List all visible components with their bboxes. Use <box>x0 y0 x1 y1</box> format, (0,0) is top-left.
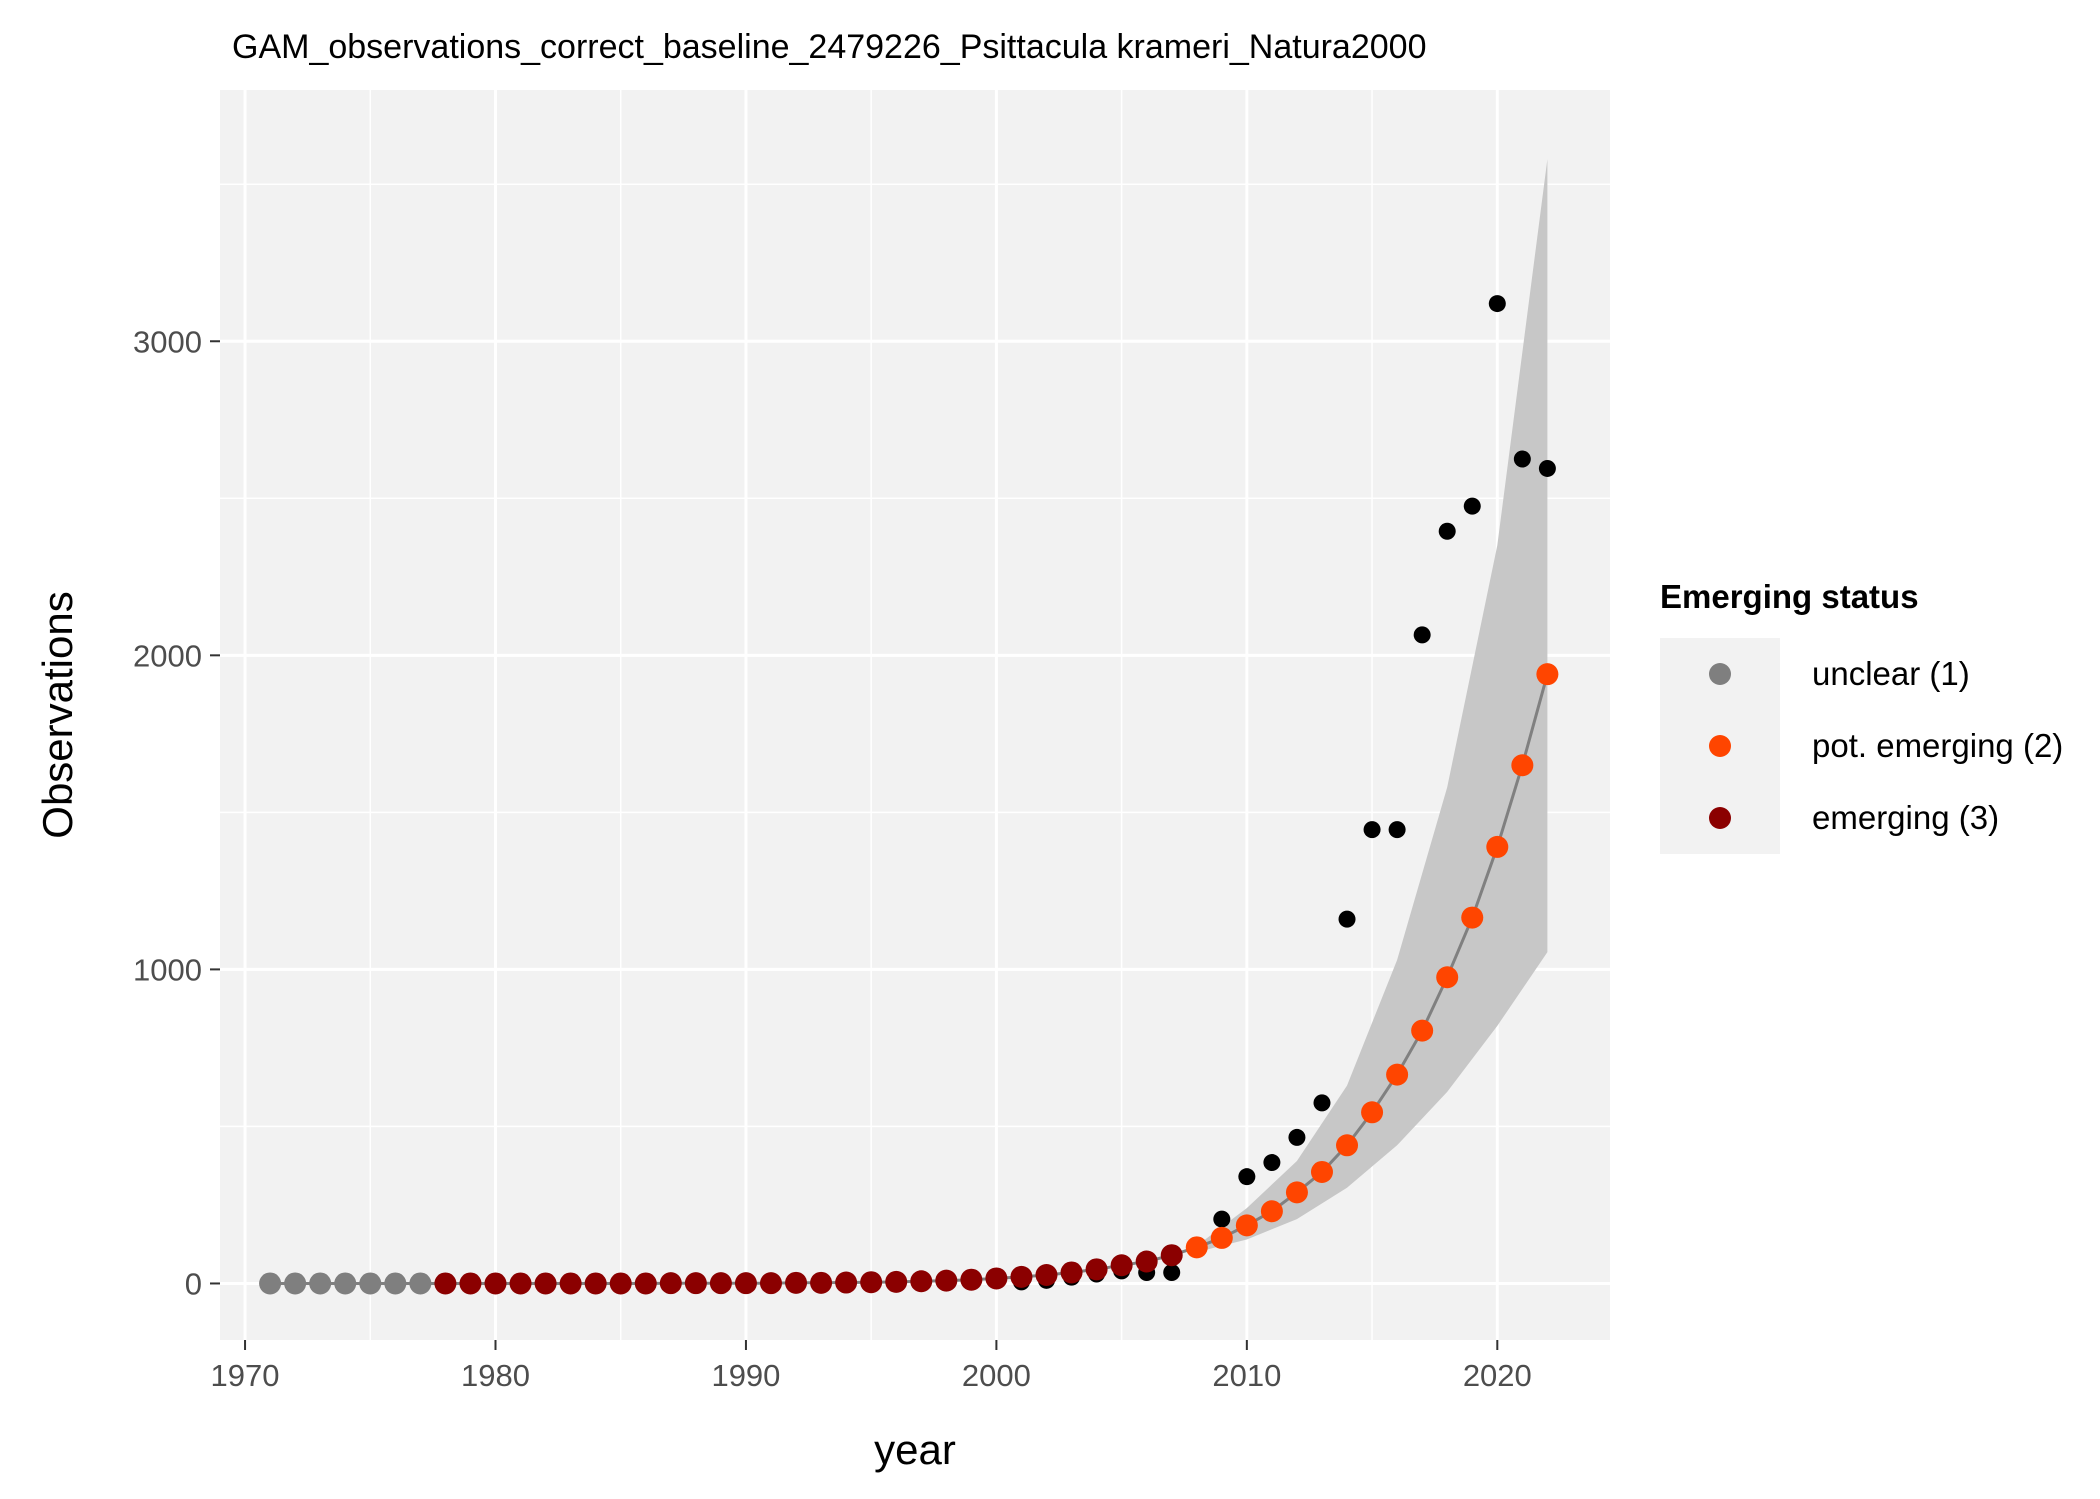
fitted-point <box>985 1267 1008 1290</box>
observed-point <box>1163 1263 1181 1281</box>
legend-entries: unclear (1) pot. emerging (2) emerging (3) <box>1709 655 2063 836</box>
fitted-point <box>1010 1265 1033 1288</box>
legend-key-dot <box>1709 735 1731 757</box>
observed-point <box>1263 1154 1281 1172</box>
fitted-point <box>559 1272 582 1295</box>
observed-point <box>1238 1168 1256 1186</box>
y-axis-label: Observations <box>34 591 81 838</box>
fitted-point <box>1110 1254 1133 1277</box>
x-axis: 1970 1980 1990 2000 2010 2020 <box>211 1340 1532 1393</box>
fitted-point <box>484 1272 507 1295</box>
y-axis: 0 1000 2000 3000 <box>133 324 220 1301</box>
fitted-point <box>1336 1134 1359 1157</box>
legend-label: emerging (3) <box>1812 799 1999 836</box>
fitted-point <box>509 1272 532 1295</box>
x-tick-label: 2010 <box>1212 1358 1281 1393</box>
legend-key-dot <box>1709 663 1731 685</box>
fitted-point <box>1060 1261 1083 1284</box>
fitted-point <box>1411 1019 1434 1042</box>
x-tick-label: 1970 <box>211 1358 280 1393</box>
observed-point <box>1438 522 1456 540</box>
fitted-point <box>1160 1244 1183 1267</box>
fitted-point <box>459 1272 482 1295</box>
fitted-point <box>860 1271 883 1294</box>
grid-minor <box>220 90 1610 1340</box>
observed-point <box>1413 626 1431 644</box>
fitted-line <box>270 673 1549 1285</box>
fitted-point <box>434 1272 457 1295</box>
plot-panel <box>220 90 1610 1340</box>
legend: Emerging status unclear (1) pot. emerging… <box>1660 578 2063 854</box>
observed-point <box>1288 1128 1306 1146</box>
fitted-point <box>1260 1200 1283 1223</box>
fitted-point <box>1536 663 1559 686</box>
fitted-point <box>810 1271 833 1294</box>
fitted-point <box>259 1272 282 1295</box>
fitted-point <box>1235 1214 1258 1237</box>
fitted-point <box>1085 1258 1108 1281</box>
fitted-point <box>284 1272 307 1295</box>
grid-major <box>220 90 1610 1340</box>
fitted-point <box>309 1272 332 1295</box>
fitted-point <box>759 1272 782 1295</box>
fitted-point <box>409 1272 432 1295</box>
y-tick-label: 3000 <box>133 324 202 359</box>
fitted-point <box>1210 1226 1233 1249</box>
y-tick-label: 2000 <box>133 638 202 673</box>
x-tick-label: 2020 <box>1463 1358 1532 1393</box>
y-tick-label: 0 <box>185 1266 202 1301</box>
fitted-point <box>659 1272 682 1295</box>
fitted-points <box>259 663 1559 1295</box>
fitted-point <box>334 1272 357 1295</box>
fitted-point <box>910 1270 933 1293</box>
observed-point <box>1513 450 1531 468</box>
legend-key-dot <box>1709 807 1731 829</box>
chart-title: GAM_observations_correct_baseline_247922… <box>232 28 1426 66</box>
observed-point <box>1463 497 1481 515</box>
fitted-point <box>734 1272 757 1295</box>
fitted-point <box>534 1272 557 1295</box>
observed-point <box>1388 821 1406 839</box>
fitted-point <box>684 1272 707 1295</box>
fitted-point <box>835 1271 858 1294</box>
observed-point <box>1363 821 1381 839</box>
x-tick-label: 1990 <box>711 1358 780 1393</box>
fitted-point <box>1386 1063 1409 1086</box>
fitted-point <box>359 1272 382 1295</box>
observed-point <box>1338 910 1356 928</box>
fitted-point <box>1486 835 1509 858</box>
fitted-point <box>584 1272 607 1295</box>
fitted-point <box>1511 754 1534 777</box>
fitted-point <box>1135 1250 1158 1273</box>
fitted-point <box>1461 906 1484 929</box>
fitted-point <box>1361 1101 1384 1124</box>
fitted-point <box>1035 1263 1058 1286</box>
x-tick-label: 1980 <box>461 1358 530 1393</box>
x-tick-label: 2000 <box>962 1358 1031 1393</box>
observed-point <box>1538 459 1556 477</box>
fitted-point <box>785 1271 808 1294</box>
fitted-point <box>935 1269 958 1292</box>
legend-label: pot. emerging (2) <box>1812 727 2063 764</box>
x-axis-label: year <box>874 1426 956 1473</box>
fitted-point <box>1285 1181 1308 1204</box>
observed-point <box>1488 295 1506 313</box>
fitted-point <box>634 1272 657 1295</box>
y-tick-label: 1000 <box>133 952 202 987</box>
fitted-point <box>1436 966 1459 989</box>
fitted-point <box>1185 1236 1208 1259</box>
fitted-point <box>960 1268 983 1291</box>
observed-point <box>1213 1210 1231 1228</box>
legend-title: Emerging status <box>1660 578 1919 615</box>
fitted-point <box>384 1272 407 1295</box>
observed-point <box>1313 1094 1331 1112</box>
fitted-point <box>709 1272 732 1295</box>
fitted-point <box>609 1272 632 1295</box>
fitted-point <box>1310 1160 1333 1183</box>
confidence-ribbon <box>1196 159 1548 1253</box>
legend-label: unclear (1) <box>1812 655 1970 692</box>
fitted-point <box>885 1270 908 1293</box>
